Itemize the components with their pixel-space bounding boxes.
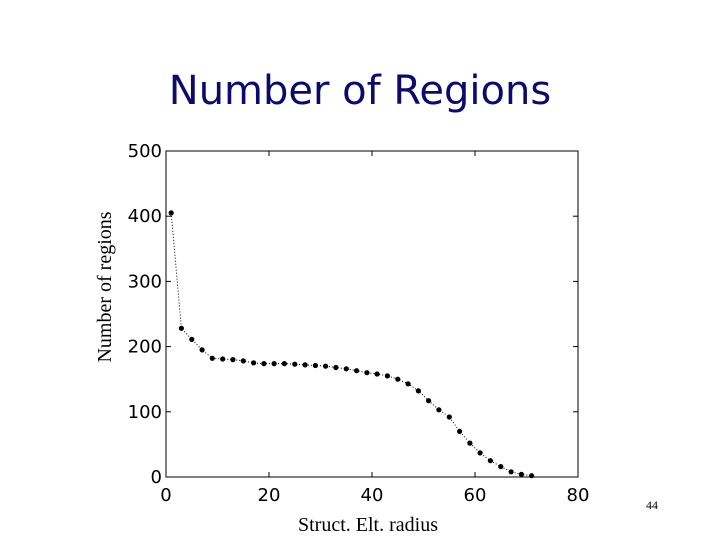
x-tick-label: 80 [567, 485, 590, 506]
data-point [487, 458, 493, 464]
data-point [199, 347, 205, 353]
x-tick-label: 20 [258, 485, 281, 506]
data-point [446, 414, 452, 420]
data-point [220, 356, 226, 362]
data-point [271, 361, 277, 367]
data-point [364, 370, 370, 376]
y-tick-label: 300 [128, 271, 162, 292]
data-point [508, 469, 514, 475]
y-tick-label: 0 [151, 467, 162, 488]
data-point [251, 360, 257, 366]
data-point [312, 362, 318, 369]
data-point [261, 361, 267, 367]
data-point [467, 440, 473, 446]
series-points [168, 210, 535, 479]
x-ticks: 0 20 40 60 80 [160, 151, 589, 506]
y-tick-label: 200 [128, 337, 162, 358]
data-point [354, 368, 360, 374]
data-point [436, 407, 442, 413]
data-point [395, 376, 401, 382]
plot-frame [165, 150, 579, 478]
series-polyline [170, 212, 532, 477]
y-ticks: 0 100 200 300 400 500 [128, 141, 578, 488]
data-point [343, 366, 349, 372]
data-point [189, 336, 195, 342]
page-number: 44 [646, 498, 658, 512]
data-point [477, 450, 483, 456]
data-point [384, 373, 390, 379]
series-line [170, 212, 532, 477]
y-tick-label: 500 [128, 141, 162, 162]
slide-title: Number of Regions [168, 68, 552, 114]
data-point [230, 357, 236, 363]
plot-area [165, 150, 579, 478]
x-axis-title: Struct. Elt. radius [298, 514, 438, 536]
x-tick-label: 40 [361, 485, 384, 506]
data-point [281, 361, 287, 367]
data-point [292, 361, 298, 367]
data-point [240, 358, 246, 364]
y-tick-label: 100 [128, 402, 162, 423]
data-point [333, 364, 339, 371]
data-point [209, 355, 215, 361]
data-point [529, 473, 535, 479]
data-point [374, 371, 380, 377]
data-point [405, 381, 411, 387]
data-point [426, 398, 432, 404]
y-tick-label: 400 [128, 206, 162, 227]
x-tick-label: 0 [160, 485, 171, 506]
data-point [518, 471, 525, 477]
y-axis-title: Number of regions [94, 211, 116, 362]
data-point [457, 428, 463, 434]
data-point [323, 363, 329, 369]
x-tick-label: 60 [464, 485, 487, 506]
data-point [415, 388, 421, 394]
data-point [302, 362, 308, 368]
data-point [168, 210, 174, 216]
data-point [498, 464, 504, 470]
data-point [178, 325, 184, 331]
